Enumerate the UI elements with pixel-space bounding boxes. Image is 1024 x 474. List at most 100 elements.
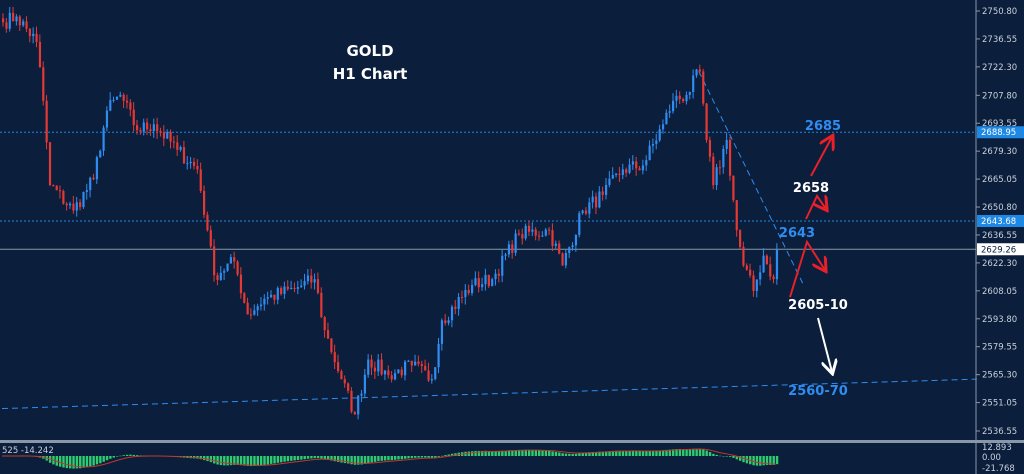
candle [702, 68, 705, 106]
candle-body [189, 161, 192, 164]
candle-body [125, 100, 129, 103]
candle-body [390, 375, 393, 380]
macd-histogram-bar [631, 450, 635, 456]
candle [387, 365, 390, 379]
macd-histogram-bar [574, 453, 578, 456]
candle-body [718, 167, 722, 169]
macd-histogram-bar [306, 456, 310, 459]
macd-histogram-bar [564, 453, 568, 456]
candle [692, 69, 695, 99]
macd-histogram-bar [62, 456, 65, 468]
macd-histogram-bar [95, 456, 99, 465]
candle-body [444, 320, 447, 324]
macd-histogram-bar [387, 456, 390, 461]
macd-histogram-bar [698, 448, 702, 456]
candle-body [82, 191, 85, 208]
candle-body [605, 184, 608, 195]
macd-histogram-bar [290, 456, 293, 461]
candle [400, 366, 403, 379]
macd-histogram-bar [286, 456, 290, 462]
candle-body [249, 314, 253, 316]
candle-body [625, 169, 628, 173]
candle-body [373, 367, 377, 372]
candle-body [769, 264, 772, 277]
candle-body [367, 359, 370, 375]
candle [249, 308, 253, 320]
macd-histogram-bar [263, 456, 266, 465]
candle-body [112, 99, 115, 101]
candle [481, 277, 484, 291]
candle [414, 354, 417, 366]
white-arrow-down [817, 317, 832, 372]
candle [732, 175, 735, 203]
candle-body [708, 139, 712, 157]
macd-histogram-bar [243, 456, 246, 466]
candle-body [105, 110, 109, 128]
macd-histogram-bar [775, 456, 779, 465]
candle-body [270, 294, 273, 298]
candle [581, 209, 584, 215]
candle-body [424, 365, 427, 371]
macd-histogram-bar [229, 456, 233, 466]
macd-histogram-bar [404, 456, 407, 459]
candle [343, 375, 346, 388]
candle-body [48, 142, 52, 186]
macd-histogram-bar [320, 456, 323, 459]
candle-body [554, 243, 557, 247]
candle-body [273, 294, 276, 300]
candle [501, 249, 504, 283]
candle [259, 297, 263, 311]
y-tick-label: 2650.80 [982, 203, 1017, 213]
candle [728, 136, 732, 181]
indicator-tick-label: 0.00 [982, 453, 1001, 463]
macd-histogram-bar [390, 456, 393, 461]
macd-histogram-bar [223, 456, 226, 466]
candle-body [688, 91, 691, 95]
candle [347, 382, 350, 394]
candle [132, 102, 135, 132]
candle [725, 132, 728, 155]
chart-subtitle: H1 Chart [333, 65, 408, 83]
candle-body [28, 28, 31, 37]
candle-body [705, 103, 708, 140]
macd-histogram-bar [370, 456, 373, 463]
candle [353, 411, 356, 415]
candle-body [72, 203, 75, 211]
candle [521, 228, 524, 245]
candle [12, 6, 15, 22]
candle-body [481, 284, 484, 288]
candle-body [172, 141, 176, 143]
macd-histogram-bar [638, 450, 641, 456]
indicator-separator[interactable] [0, 440, 1024, 443]
macd-histogram-bar [645, 451, 648, 456]
candle [82, 191, 85, 209]
candle-body [303, 281, 306, 286]
candle [447, 316, 450, 326]
candle [460, 290, 464, 304]
y-tick-label: 2536.55 [982, 427, 1017, 437]
trendline[interactable] [1, 378, 977, 410]
candle [407, 359, 410, 363]
candle-body [152, 124, 155, 131]
candle-body [99, 150, 102, 158]
candle [109, 92, 112, 112]
macd-histogram-bar [655, 450, 658, 456]
candle-body [611, 175, 614, 179]
candle [357, 394, 360, 420]
macd-histogram-bar [584, 452, 588, 456]
candle-body [601, 191, 604, 195]
candle-body [655, 140, 658, 144]
candle [434, 366, 437, 381]
candle [675, 89, 678, 109]
candle [273, 294, 276, 305]
macd-histogram-bar [759, 456, 762, 466]
candle [571, 242, 574, 251]
candle [554, 240, 557, 249]
y-tick-label: 2736.55 [982, 35, 1017, 45]
candle [598, 186, 601, 209]
price-level-label: 2688.95 [981, 128, 1016, 138]
candle [427, 362, 430, 382]
